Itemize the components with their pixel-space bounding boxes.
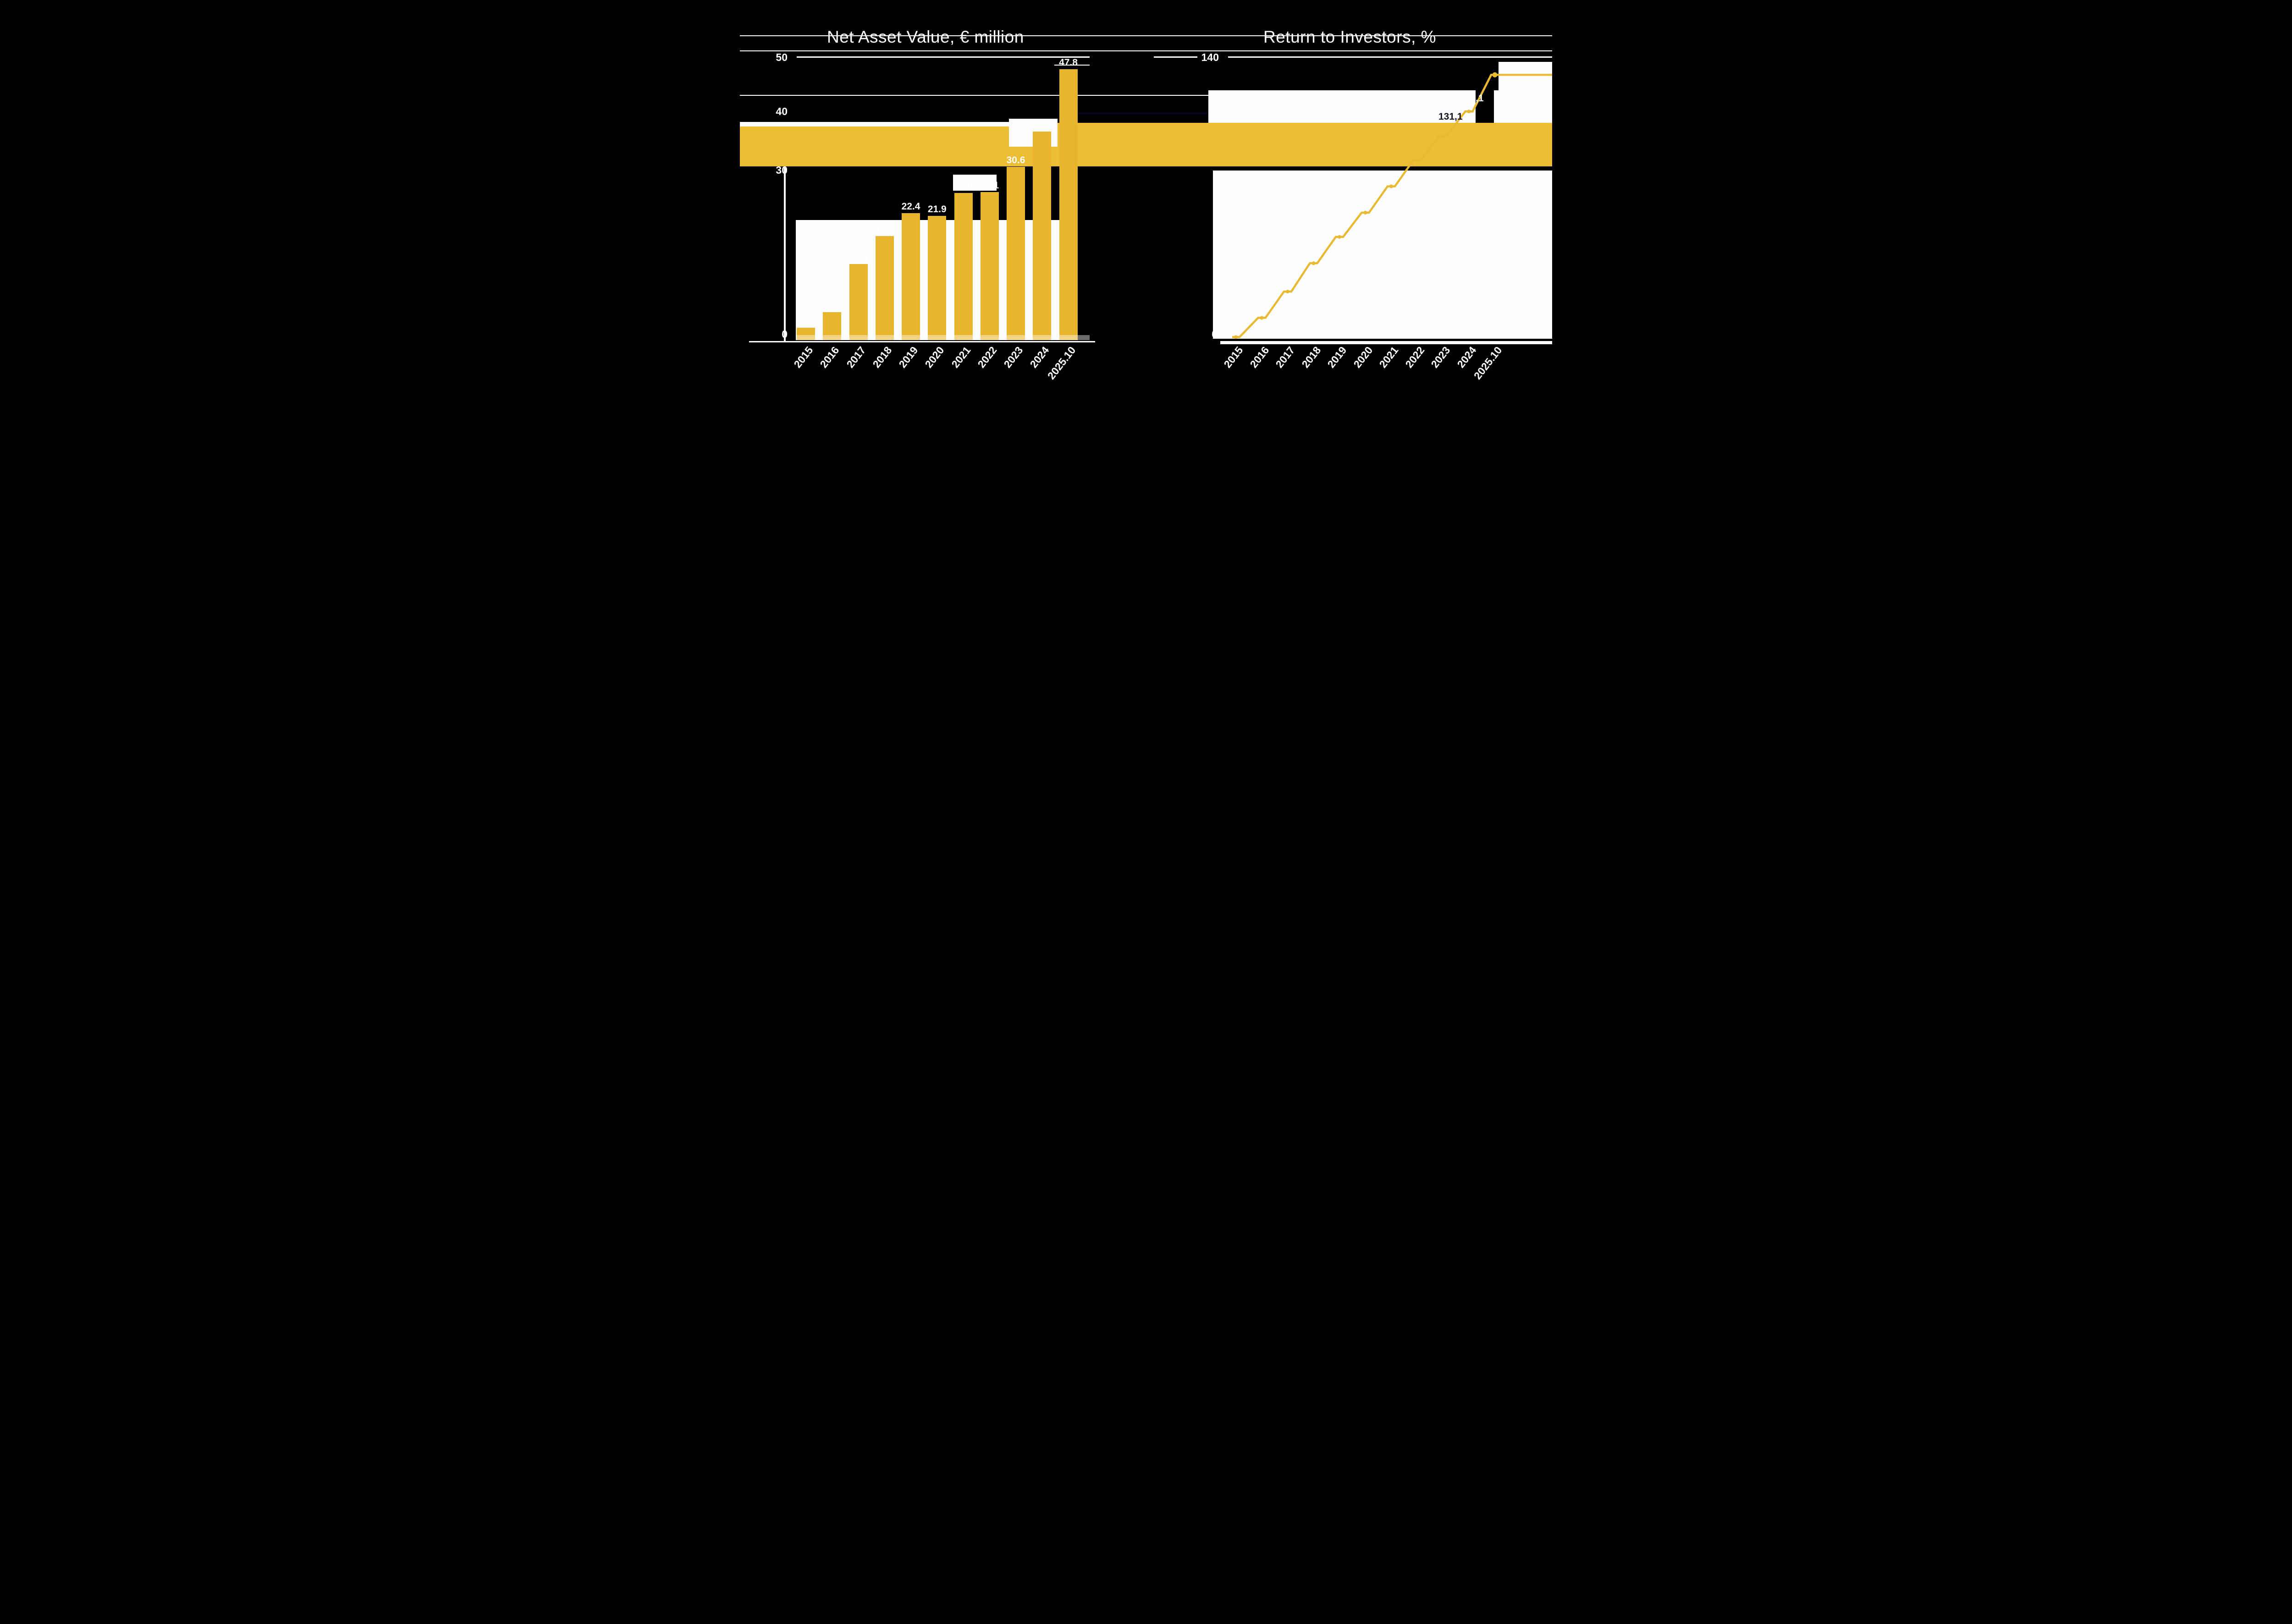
nav-bar-value-2024: 36.8 [1032, 120, 1052, 131]
nav-bar-value-2020: 21.9 [927, 204, 947, 215]
bar-base-light-strip [797, 335, 1090, 340]
line-end-value-label: 131,1 [1438, 111, 1463, 122]
nav-bar-value-2018: 18.4 [875, 224, 894, 235]
nav-bar-2016 [823, 312, 842, 340]
left-y-label-40: 40 [776, 105, 788, 117]
left-y-axis-line [784, 166, 786, 341]
slide-canvas: 50 40 30 0 140 0 2.24.913.418.422.421.92… [740, 0, 1552, 406]
gridline-140-stub [1154, 56, 1197, 58]
left-x-axis-line [749, 341, 1095, 342]
nav-bar-2021 [954, 193, 973, 340]
nav-bar-2017 [849, 264, 868, 340]
nav-bar-2022 [980, 192, 999, 340]
right-y-label-0: 0 [1212, 328, 1218, 340]
nav-bar-value-2019: 22.4 [901, 201, 920, 212]
right-plot-background [1213, 171, 1552, 339]
right-chart-title: Return to Investors, % [1263, 28, 1437, 46]
nav-bar-2023 [1007, 166, 1025, 340]
line-end-value-label-ghost: 131,1 [1460, 93, 1484, 104]
nav-bar-value-2022: 26.1 [980, 180, 999, 191]
nav-bar-value-2015: 2.2 [799, 315, 813, 326]
nav-bar-value-2016: 4.9 [825, 300, 839, 311]
right-white-band-left [1208, 90, 1476, 127]
nav-bar-2024 [1033, 132, 1052, 340]
glitch-line-subtitle [740, 50, 1552, 51]
glitch-line-left-segment [740, 95, 1208, 96]
right-y-label-140: 140 [1201, 51, 1219, 63]
glitch-white-strip [740, 122, 1058, 127]
return-line-point-2025.10 [1492, 72, 1498, 77]
nav-bar-2019 [902, 213, 920, 340]
nav-bar-2018 [875, 236, 894, 340]
left-y-label-0: 0 [760, 328, 788, 340]
left-y-label-50: 50 [776, 51, 788, 63]
glitch-line-title [740, 35, 1552, 36]
nav-bar-value-2023: 30.6 [1006, 154, 1025, 165]
nav-bar-value-2021: 26.0 [954, 181, 973, 192]
glitch-line-478 [1054, 65, 1090, 66]
glitch-patch-2021 [953, 175, 997, 191]
nav-bar-2015 [797, 327, 815, 340]
left-chart-title: Net Asset Value, € million [827, 28, 1024, 46]
gridline-50 [797, 56, 1090, 58]
glitch-yellow-band [740, 123, 1552, 166]
gridline-140 [1228, 56, 1552, 58]
nav-bar-2020 [928, 216, 947, 340]
glitch-patch-top-right [1499, 62, 1552, 90]
nav-bar-2025.10 [1059, 69, 1078, 340]
right-x-axis-line [1220, 341, 1552, 344]
nav-bar-value-2025.10: 47.8 [1059, 57, 1078, 68]
glitch-navy-line [1076, 112, 1208, 114]
right-white-band-right [1494, 90, 1552, 127]
nav-bar-value-2017: 13.4 [849, 252, 868, 263]
